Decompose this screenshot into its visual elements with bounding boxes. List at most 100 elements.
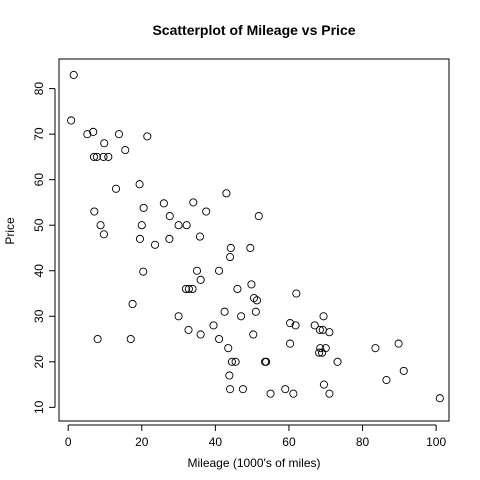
data-point [165,212,174,221]
data-point [318,348,327,357]
data-point [226,253,235,262]
data-point [222,189,231,198]
data-point [192,266,202,275]
data-point [189,198,198,207]
data-point [254,212,263,221]
data-point [174,312,183,321]
data-point [310,321,319,330]
data-point [184,325,193,334]
data-point [184,284,193,294]
y-tick-label: 50 [32,218,46,232]
data-point [227,357,236,366]
data-point [333,357,342,366]
y-tick-label: 60 [32,173,46,187]
data-point [394,339,403,348]
data-point [251,307,260,316]
data-point [159,199,168,208]
x-tick-label: 20 [135,435,149,449]
data-point [128,299,137,309]
data-point [252,296,261,305]
data-point [325,389,334,398]
data-point [435,394,444,403]
data-point [135,234,144,243]
data-point [292,289,301,298]
data-point [289,389,298,398]
data-point [266,389,275,398]
data-point [196,330,205,339]
data-point [224,344,233,353]
data-point [214,266,224,275]
data-point [226,243,235,253]
data-point [249,330,258,339]
y-axis-label: Price [3,217,17,245]
data-point [165,234,174,243]
x-axis-label: Mileage (1000's of miles) [187,456,320,470]
data-point [319,380,328,389]
y-tick-label: 10 [32,400,46,414]
y-tick-label: 40 [32,264,46,278]
data-point [99,152,108,161]
data-point [237,312,246,321]
data-point [214,334,224,344]
data-point [137,221,146,230]
data-point [139,267,148,276]
data-point [249,294,259,303]
data-point [195,232,204,241]
x-tick-label: 40 [209,435,223,449]
data-point [150,240,160,249]
y-tick-label: 30 [32,309,46,323]
data-point [225,371,234,380]
data-points [67,70,444,403]
data-point [286,319,295,328]
data-point [99,230,108,239]
data-point [121,146,130,155]
data-point [182,221,191,230]
data-point [325,328,334,337]
data-point [233,284,242,294]
data-point [281,385,290,394]
data-point [202,207,211,216]
data-point [231,357,240,366]
x-tick-label: 0 [65,435,72,449]
data-point [89,127,98,136]
x-tick-label: 80 [356,435,370,449]
data-point [321,344,330,353]
y-tick-label: 80 [32,82,46,96]
data-point [286,339,295,348]
data-point [111,184,121,193]
data-point [139,203,148,212]
data-point [319,312,328,321]
x-tick-label: 100 [426,435,446,449]
data-point [89,152,98,161]
data-point [100,139,109,148]
data-point [174,221,183,230]
data-point [181,284,190,294]
y-tick-label: 20 [32,355,46,369]
data-point [92,152,101,161]
data-point [114,130,124,139]
data-point [382,375,391,385]
data-point [238,385,248,394]
data-point [96,221,105,230]
data-point [209,321,218,330]
data-point [226,385,235,394]
chart-title: Scatterplot of Mileage vs Price [152,22,355,38]
y-tick-label: 70 [32,127,46,141]
data-point [67,116,76,125]
data-point [196,275,205,284]
data-point [262,357,271,366]
data-point [315,348,324,357]
data-point [316,344,325,353]
data-point [143,132,152,141]
data-point [371,344,380,353]
data-point [104,152,113,161]
data-point [188,284,197,294]
x-tick-label: 60 [282,435,296,449]
plot-frame [58,58,450,422]
data-point [399,366,408,375]
data-point [126,334,135,344]
data-point [246,243,255,253]
x-axis: 0 20 40 60 80 100 [65,424,446,449]
data-point [135,180,144,189]
